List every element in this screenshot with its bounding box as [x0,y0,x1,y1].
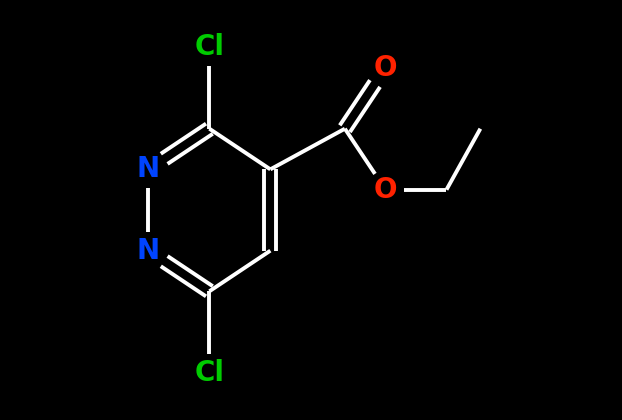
Text: O: O [374,176,397,204]
Text: N: N [137,155,160,184]
Text: N: N [137,236,160,265]
Text: Cl: Cl [195,34,225,61]
Text: Cl: Cl [195,359,225,386]
Text: O: O [374,54,397,82]
